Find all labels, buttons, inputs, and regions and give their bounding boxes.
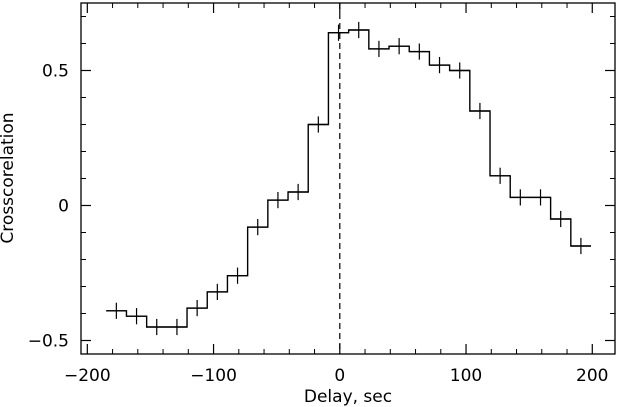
x-axis-label: Delay, sec: [304, 387, 392, 407]
data-point-marker: [469, 102, 491, 120]
y-tick-label: 0: [58, 197, 69, 217]
x-tick-label: −200: [64, 366, 111, 386]
data-point-marker: [187, 300, 208, 317]
data-point-marker: [267, 192, 289, 209]
y-axis-label: Crosscorelation: [0, 112, 18, 243]
x-tick-label: 0: [334, 366, 345, 386]
data-point-marker: [429, 57, 450, 74]
data-point-marker: [570, 237, 592, 255]
data-point-marker: [146, 318, 167, 336]
y-tick-label: −0.5: [28, 332, 69, 352]
data-point-marker: [166, 318, 188, 336]
y-tick-label: 0.5: [42, 62, 69, 82]
x-tick-label: 100: [450, 366, 482, 386]
plot-frame: [80, 2, 616, 355]
data-point-marker: [530, 189, 551, 206]
data-point-marker: [368, 40, 390, 57]
data-point-marker: [449, 62, 470, 79]
x-tick-label: −100: [190, 366, 237, 386]
data-point-marker: [126, 308, 147, 325]
data-point-marker: [328, 24, 349, 41]
data-point-marker: [308, 116, 329, 133]
data-point-marker: [389, 38, 410, 55]
x-tick-label: 200: [576, 366, 608, 386]
data-point-marker: [550, 210, 571, 228]
data-point-marker: [207, 283, 228, 300]
step-histogram-line: [106, 29, 592, 328]
data-point-marker: [490, 167, 511, 184]
data-point-marker: [288, 183, 309, 201]
data-point-marker: [247, 219, 268, 236]
data-point-marker: [409, 43, 430, 60]
data-point-marker: [227, 267, 248, 284]
data-point-marker: [106, 302, 127, 319]
data-point-marker: [510, 189, 531, 206]
data-point-marker: [348, 21, 369, 39]
